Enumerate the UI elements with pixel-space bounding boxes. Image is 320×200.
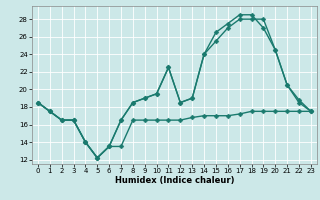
X-axis label: Humidex (Indice chaleur): Humidex (Indice chaleur): [115, 176, 234, 185]
